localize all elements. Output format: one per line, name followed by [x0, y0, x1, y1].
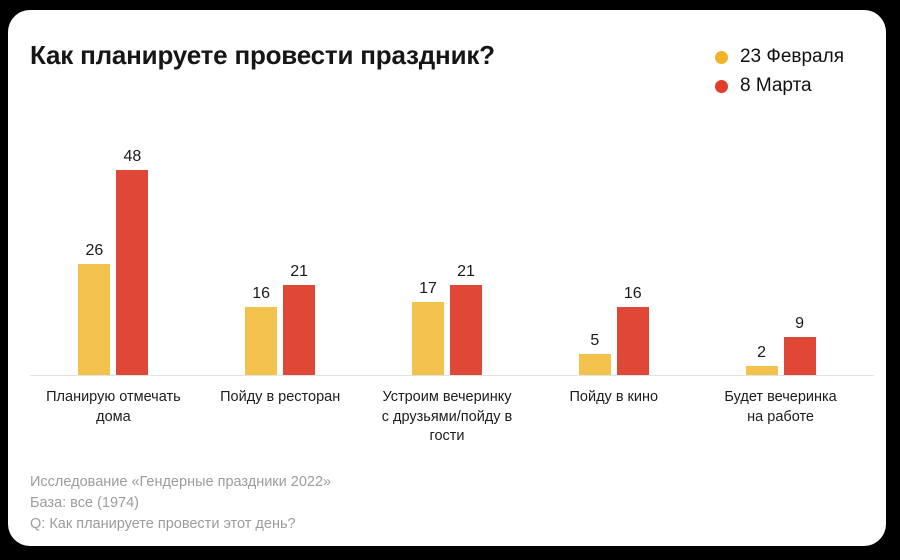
- bar-value-label: 21: [290, 263, 309, 280]
- bar-group: 16 21 Пойду в ресторан: [197, 140, 364, 447]
- x-axis-line: [30, 375, 874, 376]
- category-label: Устроим вечеринку с друзьями/пойду в гос…: [381, 389, 513, 445]
- bar-value-label: 16: [252, 285, 271, 302]
- bar-with-value: 2: [745, 344, 778, 375]
- bar: [745, 366, 778, 375]
- bar-groups: 26 48 Планирую отмечать дома 16 21 Пойду в ре…: [30, 140, 864, 447]
- legend-item-8-march: 8 Марта: [714, 75, 844, 97]
- bar-group: 2 9 Будет вечеринка на работе: [697, 140, 864, 447]
- bar-value-label: 9: [795, 315, 805, 332]
- bar-with-value: 17: [411, 280, 444, 375]
- bar-pair: 17 21: [411, 140, 482, 375]
- bar-value-label: 17: [419, 280, 437, 297]
- bar: [783, 337, 816, 375]
- legend-label: 8 Марта: [739, 75, 812, 96]
- bar: [245, 307, 278, 375]
- footnote: Исследование «Гендерные праздники 2022» …: [30, 472, 331, 535]
- bar: [78, 264, 111, 375]
- bar-value-label: 5: [590, 332, 600, 349]
- bar: [283, 285, 316, 375]
- bar: [449, 285, 482, 375]
- legend: 23 Февраля 8 Марта: [714, 46, 844, 97]
- bar-pair: 5 16: [578, 140, 649, 375]
- legend-dot-yellow-icon: [714, 50, 728, 64]
- footnote-base: База: все (1974): [30, 495, 139, 512]
- legend-item-23-february: 23 Февраля: [714, 46, 844, 68]
- bar-with-value: 26: [78, 242, 111, 375]
- footnote-question: Q: Как планируете провести этот день?: [30, 516, 296, 533]
- bar: [616, 307, 649, 375]
- bar-with-value: 5: [578, 332, 611, 375]
- bar-with-value: 16: [245, 285, 278, 375]
- category-label: Будет вечеринка на работе: [724, 389, 837, 425]
- bar-group: 26 48 Планирую отмечать дома: [30, 140, 197, 447]
- bar-with-value: 16: [616, 285, 649, 375]
- bar-with-value: 48: [116, 148, 149, 375]
- bar-value-label: 26: [85, 242, 104, 259]
- bar-with-value: 21: [283, 263, 316, 375]
- legend-dot-red-icon: [714, 79, 728, 93]
- bar-pair: 16 21: [245, 140, 316, 375]
- bar: [411, 302, 444, 375]
- bar-group: 17 21 Устроим вечеринку с друзьями/пойду в…: [364, 140, 531, 447]
- category-label: Пойду в ресторан: [220, 389, 341, 405]
- bar-value-label: 16: [623, 285, 642, 302]
- bar-group: 5 16 Пойду в кино: [530, 140, 697, 447]
- legend-label: 23 Февраля: [739, 46, 844, 67]
- chart-card: Как планируете провести праздник? 23 Фев…: [8, 10, 886, 546]
- category-label: Планирую отмечать дома: [46, 389, 181, 425]
- bar-with-value: 21: [449, 263, 482, 375]
- chart-title: Как планируете провести праздник?: [30, 40, 495, 70]
- category-label: Пойду в кино: [569, 389, 659, 405]
- bar-value-label: 48: [123, 148, 142, 165]
- bar-value-label: 2: [757, 344, 767, 361]
- bar-with-value: 9: [783, 315, 816, 375]
- bar: [578, 354, 611, 375]
- bar-pair: 26 48: [78, 140, 149, 375]
- bar: [116, 170, 149, 375]
- bar-value-label: 21: [457, 263, 475, 280]
- footnote-source: Исследование «Гендерные праздники 2022»: [30, 474, 332, 490]
